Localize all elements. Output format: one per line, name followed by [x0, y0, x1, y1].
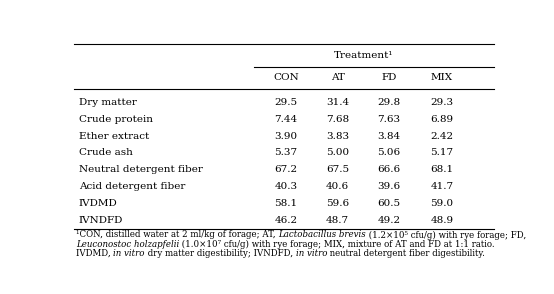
Text: neutral detergent fiber digestibility.: neutral detergent fiber digestibility. — [327, 248, 485, 258]
Text: 66.6: 66.6 — [378, 165, 401, 174]
Text: 3.84: 3.84 — [378, 132, 401, 141]
Text: 46.2: 46.2 — [275, 216, 297, 225]
Text: Treatment¹: Treatment¹ — [334, 51, 394, 60]
Text: IVDMD: IVDMD — [79, 199, 117, 208]
Text: ¹CON, distilled water at 2 ml/kg of forage; AT,: ¹CON, distilled water at 2 ml/kg of fora… — [76, 230, 278, 239]
Text: 5.17: 5.17 — [430, 148, 454, 158]
Text: Acid detergent fiber: Acid detergent fiber — [79, 182, 185, 191]
Text: Neutral detergent fiber: Neutral detergent fiber — [79, 165, 203, 174]
Text: 5.00: 5.00 — [326, 148, 349, 158]
Text: IVDMD,: IVDMD, — [76, 248, 113, 258]
Text: 41.7: 41.7 — [430, 182, 454, 191]
Text: Dry matter: Dry matter — [79, 98, 137, 107]
Text: 68.1: 68.1 — [430, 165, 454, 174]
Text: MIX: MIX — [431, 73, 453, 82]
Text: 6.89: 6.89 — [430, 115, 454, 124]
Text: 29.3: 29.3 — [430, 98, 454, 107]
Text: FD: FD — [381, 73, 397, 82]
Text: 7.68: 7.68 — [326, 115, 349, 124]
Text: (1.0×10⁷ cfu/g) with rye forage; MIX, mixture of AT and FD at 1:1 ratio.: (1.0×10⁷ cfu/g) with rye forage; MIX, mi… — [179, 239, 495, 248]
Text: 58.1: 58.1 — [275, 199, 297, 208]
Text: 3.83: 3.83 — [326, 132, 349, 141]
Text: 67.2: 67.2 — [275, 165, 297, 174]
Text: IVNDFD: IVNDFD — [79, 216, 123, 225]
Text: Lactobacillus brevis: Lactobacillus brevis — [278, 230, 366, 239]
Text: 60.5: 60.5 — [378, 199, 401, 208]
Text: 7.44: 7.44 — [275, 115, 297, 124]
Text: 59.0: 59.0 — [430, 199, 454, 208]
Text: 40.6: 40.6 — [326, 182, 349, 191]
Text: 5.06: 5.06 — [378, 148, 401, 158]
Text: Ether extract: Ether extract — [79, 132, 149, 141]
Text: Leuconostoc holzapfelii: Leuconostoc holzapfelii — [76, 240, 179, 248]
Text: Crude protein: Crude protein — [79, 115, 153, 124]
Text: 59.6: 59.6 — [326, 199, 349, 208]
Text: 49.2: 49.2 — [378, 216, 401, 225]
Text: 48.7: 48.7 — [326, 216, 349, 225]
Text: dry matter digestibility; IVNDFD,: dry matter digestibility; IVNDFD, — [145, 248, 296, 258]
Text: 39.6: 39.6 — [378, 182, 401, 191]
Text: 29.5: 29.5 — [275, 98, 297, 107]
Text: 7.63: 7.63 — [378, 115, 401, 124]
Text: CON: CON — [273, 73, 299, 82]
Text: in vitro: in vitro — [113, 248, 145, 258]
Text: 40.3: 40.3 — [275, 182, 297, 191]
Text: in vitro: in vitro — [296, 248, 327, 258]
Text: 3.90: 3.90 — [275, 132, 297, 141]
Text: 31.4: 31.4 — [326, 98, 349, 107]
Text: (1.2×10⁵ cfu/g) with rye forage; FD,: (1.2×10⁵ cfu/g) with rye forage; FD, — [366, 230, 526, 240]
Text: 48.9: 48.9 — [430, 216, 454, 225]
Text: Crude ash: Crude ash — [79, 148, 132, 158]
Text: 29.8: 29.8 — [378, 98, 401, 107]
Text: AT: AT — [331, 73, 345, 82]
Text: 67.5: 67.5 — [326, 165, 349, 174]
Text: 2.42: 2.42 — [430, 132, 454, 141]
Text: 5.37: 5.37 — [275, 148, 297, 158]
